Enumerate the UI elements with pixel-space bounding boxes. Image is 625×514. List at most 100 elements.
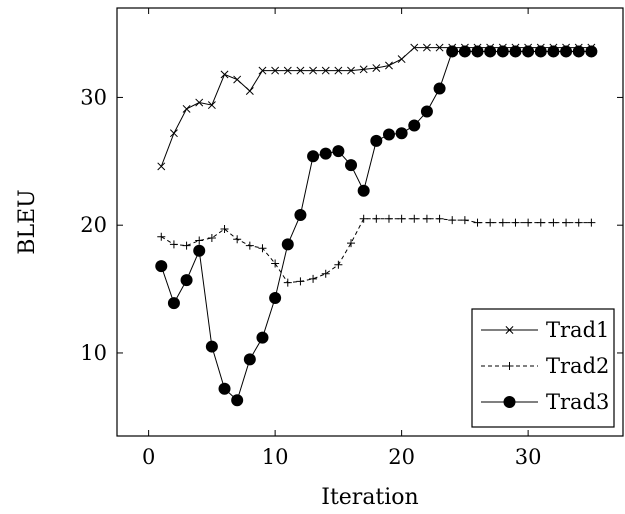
data-point-trad1: [410, 43, 419, 52]
legend-marker-trad3: [503, 396, 516, 408]
data-point-trad2: [157, 232, 166, 241]
data-point-trad2: [195, 236, 204, 245]
data-point-trad3: [496, 45, 509, 58]
data-point-trad3: [307, 150, 320, 163]
legend: Trad1 Trad2 Trad3: [471, 308, 615, 428]
data-point-trad3: [560, 45, 573, 58]
data-point-trad3: [572, 45, 585, 58]
data-point-trad1: [435, 43, 444, 52]
data-point-trad3: [408, 119, 421, 132]
data-point-trad3: [357, 184, 370, 197]
data-point-trad2: [473, 218, 482, 227]
data-point-trad2: [562, 218, 571, 227]
data-point-trad3: [509, 45, 522, 58]
data-point-trad1: [309, 66, 318, 75]
legend-item-trad2: Trad2: [481, 354, 609, 378]
data-point-trad2: [321, 269, 330, 278]
data-point-trad1: [271, 66, 280, 75]
data-point-trad3: [231, 394, 244, 407]
data-point-trad2: [536, 218, 545, 227]
data-point-trad1: [397, 55, 406, 64]
data-point-trad1: [296, 66, 305, 75]
data-point-trad3: [218, 382, 231, 395]
data-point-trad2: [245, 241, 254, 250]
data-point-trad2: [384, 214, 393, 223]
data-point-trad1: [321, 66, 330, 75]
data-point-trad3: [433, 82, 446, 95]
series-trad1: [157, 43, 596, 171]
series-line-trad2: [161, 218, 592, 284]
data-point-trad2: [220, 225, 229, 234]
data-point-trad1: [233, 75, 242, 84]
series-trad3: [155, 45, 598, 407]
data-point-trad2: [448, 216, 457, 225]
data-point-trad3: [458, 45, 471, 58]
data-point-trad3: [319, 147, 332, 160]
data-point-trad3: [420, 105, 433, 118]
y-tick-label: 20: [80, 213, 107, 237]
data-point-trad2: [359, 214, 368, 223]
data-point-trad3: [471, 45, 484, 58]
data-point-trad1: [157, 162, 166, 171]
data-point-trad3: [547, 45, 560, 58]
data-point-trad3: [585, 45, 598, 58]
data-point-trad3: [269, 292, 282, 305]
data-point-trad3: [155, 260, 168, 273]
data-point-trad2: [574, 218, 583, 227]
data-point-trad1: [195, 98, 204, 107]
axis-ticks: 0 10 20 30 10 20 30: [80, 8, 623, 469]
data-point-trad3: [345, 159, 358, 172]
data-point-trad1: [283, 66, 292, 75]
data-point-trad2: [169, 240, 178, 249]
data-point-trad2: [524, 218, 533, 227]
data-point-trad2: [435, 214, 444, 223]
series-trad2: [157, 214, 596, 287]
data-point-trad3: [167, 297, 180, 310]
data-point-trad2: [271, 259, 280, 268]
data-point-trad3: [193, 244, 206, 257]
x-tick-label: 10: [262, 445, 289, 469]
data-point-trad3: [281, 238, 294, 251]
legend-label-trad2: Trad2: [546, 354, 609, 378]
legend-items: Trad1 Trad2 Trad3: [481, 318, 609, 414]
data-point-trad2: [347, 239, 356, 248]
data-point-trad1: [207, 101, 216, 110]
legend-marker-trad2: [505, 362, 514, 370]
data-point-trad2: [334, 260, 343, 269]
data-point-trad2: [486, 218, 495, 227]
data-point-trad3: [205, 340, 218, 353]
data-point-trad3: [243, 353, 256, 366]
data-point-trad2: [549, 218, 558, 227]
data-point-trad1: [220, 70, 229, 79]
data-point-trad1: [169, 129, 178, 138]
data-point-trad1: [182, 104, 191, 113]
data-point-trad2: [182, 241, 191, 250]
data-point-trad1: [422, 43, 431, 52]
data-point-trad3: [256, 331, 269, 344]
data-point-trad1: [245, 87, 254, 95]
data-point-trad3: [294, 208, 307, 221]
data-point-trad1: [347, 66, 355, 75]
legend-label-trad3: Trad3: [546, 390, 609, 414]
data-point-trad3: [395, 127, 408, 140]
data-point-trad3: [332, 145, 345, 158]
data-point-trad1: [372, 64, 381, 73]
x-tick-label: 30: [515, 445, 542, 469]
data-point-trad2: [422, 214, 431, 223]
data-point-trad2: [587, 218, 596, 227]
data-point-trad2: [283, 278, 292, 287]
data-point-trad1: [359, 65, 368, 74]
x-tick-label: 0: [142, 445, 155, 469]
data-point-trad1: [334, 66, 343, 75]
legend-frame: [471, 308, 615, 428]
legend-item-trad1: Trad1: [481, 318, 609, 342]
data-point-trad2: [460, 216, 469, 225]
data-point-trad3: [534, 45, 547, 58]
data-point-trad2: [309, 274, 318, 283]
data-point-trad2: [372, 214, 381, 223]
data-point-trad2: [296, 277, 305, 286]
data-point-trad2: [233, 235, 242, 244]
data-point-trad2: [258, 244, 267, 253]
x-tick-label: 20: [388, 445, 415, 469]
